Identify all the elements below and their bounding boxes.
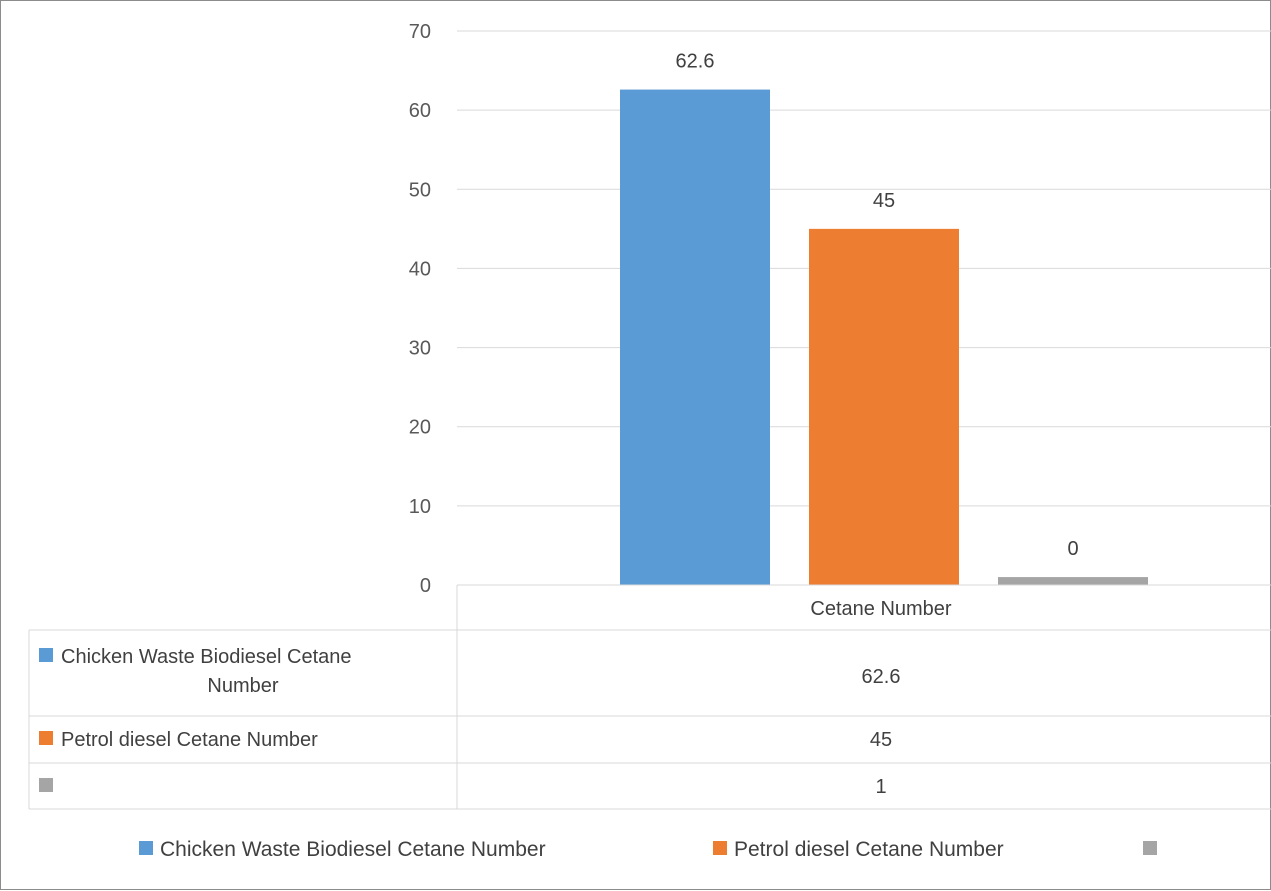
- legend-key: [139, 841, 153, 855]
- table-legend-key: [39, 731, 53, 745]
- y-tick-label: 20: [409, 417, 431, 439]
- table-row-label: Chicken Waste Biodiesel Cetane: [61, 646, 352, 668]
- data-label: 45: [873, 190, 895, 212]
- legend-label: Chicken Waste Biodiesel Cetane Number: [160, 838, 546, 861]
- x-tick-label: Cetane Number: [810, 598, 952, 620]
- data-label: 0: [1067, 538, 1078, 560]
- table-row-label: Number: [207, 675, 278, 697]
- table-cell-value: 1: [875, 776, 886, 798]
- y-tick-label: 50: [409, 179, 431, 201]
- y-tick-label: 0: [420, 575, 431, 597]
- y-tick-label: 10: [409, 496, 431, 518]
- bar: [998, 577, 1148, 585]
- table-legend-key: [39, 648, 53, 662]
- table-legend-key: [39, 778, 53, 792]
- table-cell-value: 45: [870, 729, 892, 751]
- y-tick-label: 60: [409, 100, 431, 122]
- bar: [620, 89, 770, 586]
- bar: [809, 228, 959, 585]
- legend-key: [1143, 841, 1157, 855]
- y-tick-label: 40: [409, 258, 431, 280]
- y-tick-label: 30: [409, 338, 431, 360]
- legend-key: [713, 841, 727, 855]
- table-row-label: Petrol diesel Cetane Number: [61, 729, 318, 751]
- y-tick-label: 70: [409, 21, 431, 43]
- data-label: 62.6: [676, 51, 715, 73]
- table-cell-value: 62.6: [862, 666, 901, 688]
- legend-label: Petrol diesel Cetane Number: [734, 838, 1004, 861]
